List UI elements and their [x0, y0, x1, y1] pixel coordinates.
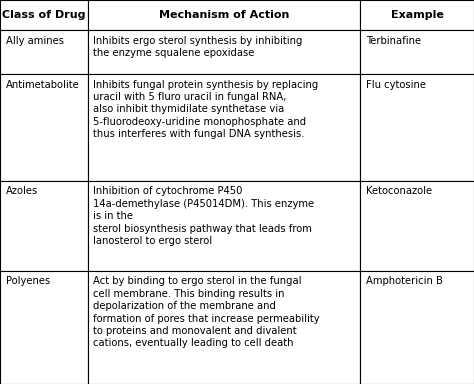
Text: Terbinafine: Terbinafine: [366, 36, 421, 46]
Text: Antimetabolite: Antimetabolite: [6, 79, 79, 90]
Bar: [88, 0, 360, 30]
Bar: [0, 271, 88, 384]
Bar: [88, 181, 360, 271]
Text: Ally amines: Ally amines: [6, 36, 64, 46]
Text: Mechanism of Action: Mechanism of Action: [159, 10, 289, 20]
Bar: [360, 0, 474, 30]
Bar: [0, 30, 88, 74]
Bar: [360, 30, 474, 74]
Bar: [88, 271, 360, 384]
Bar: [88, 74, 360, 181]
Bar: [360, 181, 474, 271]
Text: Example: Example: [391, 10, 444, 20]
Text: Inhibition of cytochrome P450
14a-demethylase (P45014DM). This enzyme
is in the
: Inhibition of cytochrome P450 14a-demeth…: [93, 187, 314, 246]
Text: Act by binding to ergo sterol in the fungal
cell membrane. This binding results : Act by binding to ergo sterol in the fun…: [93, 276, 320, 349]
Bar: [360, 271, 474, 384]
Text: Flu cytosine: Flu cytosine: [366, 79, 426, 90]
Text: Polyenes: Polyenes: [6, 276, 50, 286]
Text: Class of Drug: Class of Drug: [2, 10, 86, 20]
Bar: [0, 181, 88, 271]
Bar: [360, 74, 474, 181]
Bar: [88, 30, 360, 74]
Text: Ketoconazole: Ketoconazole: [366, 187, 432, 197]
Bar: [0, 0, 88, 30]
Text: Azoles: Azoles: [6, 187, 38, 197]
Text: Inhibits fungal protein synthesis by replacing
uracil with 5 fluro uracil in fun: Inhibits fungal protein synthesis by rep…: [93, 79, 319, 139]
Bar: [0, 74, 88, 181]
Text: Amphotericin B: Amphotericin B: [366, 276, 443, 286]
Text: Inhibits ergo sterol synthesis by inhibiting
the enzyme squalene epoxidase: Inhibits ergo sterol synthesis by inhibi…: [93, 36, 302, 58]
